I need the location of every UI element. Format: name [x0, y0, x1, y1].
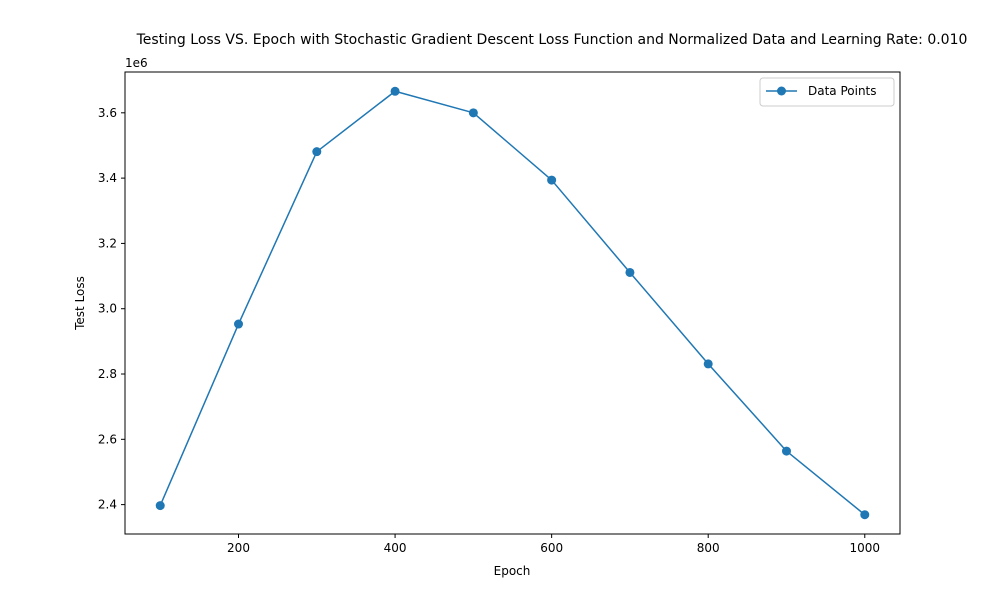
- y-tick-label: 3.6: [98, 106, 117, 120]
- y-axis-ticks: 2.4 2.6 2.8 3.0 3.2 3.4 3.6: [98, 106, 125, 512]
- data-point: [312, 147, 322, 157]
- legend-box: [759, 77, 895, 107]
- data-point: [625, 267, 635, 277]
- data-point: [390, 86, 400, 96]
- data-point: [781, 446, 791, 456]
- y-tick-label: 3.2: [98, 236, 117, 250]
- legend-marker: [777, 86, 786, 96]
- data-point: [703, 359, 713, 369]
- y-tick-label: 2.6: [98, 432, 117, 446]
- y-tick-label: 3.4: [98, 171, 117, 185]
- y-tick-label: 3.0: [98, 302, 117, 316]
- series-line: [159, 90, 866, 516]
- y-tick-label: 2.8: [98, 367, 117, 381]
- x-tick-label: 800: [697, 541, 720, 555]
- plot-area-frame: [124, 71, 901, 535]
- x-tick-label: 1000: [849, 541, 880, 555]
- data-point: [860, 510, 870, 520]
- series-layer: [155, 86, 870, 520]
- legend: Data Points: [759, 77, 895, 107]
- x-axis-label: Epoch: [494, 564, 531, 578]
- x-axis-ticks: 200 400 600 800 1000: [227, 534, 880, 555]
- data-point: [468, 108, 478, 118]
- legend-label: Data Points: [808, 84, 877, 98]
- y-tick-label: 2.4: [98, 498, 117, 512]
- data-point: [155, 501, 165, 511]
- y-axis-offset-label: 1e6: [125, 56, 148, 70]
- x-tick-label: 400: [384, 541, 407, 555]
- x-tick-label: 200: [227, 541, 250, 555]
- x-tick-label: 600: [540, 541, 563, 555]
- data-point: [234, 319, 244, 329]
- y-axis-label: Test Loss: [73, 276, 87, 331]
- data-point: [547, 175, 557, 185]
- chart-title: Testing Loss VS. Epoch with Stochastic G…: [136, 32, 968, 48]
